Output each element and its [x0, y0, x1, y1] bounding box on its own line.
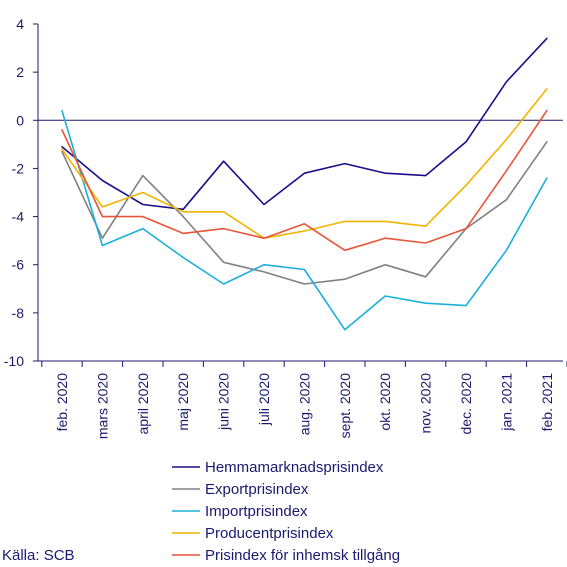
legend-label: Exportprisindex — [205, 481, 309, 498]
x-tick-label: sept. 2020 — [337, 373, 353, 439]
x-tick-label: april 2020 — [135, 373, 151, 435]
y-tick-label: -2 — [12, 160, 25, 176]
x-tick-label: okt. 2020 — [377, 373, 393, 431]
legend-label: Prisindex för inhemsk tillgång — [205, 547, 400, 564]
y-axis: 4 2 0 -2 -4 -6 -8 -10 — [4, 16, 563, 369]
series-line-4 — [61, 88, 548, 239]
series-line-3 — [61, 109, 548, 331]
legend: Hemmamarknadsprisindex Exportprisindex Imp… — [172, 459, 400, 564]
y-tick-label: 0 — [16, 112, 24, 128]
x-tick-label: feb. 2020 — [54, 373, 70, 432]
series-line-5 — [61, 109, 548, 252]
series-lines — [61, 37, 548, 331]
legend-label: Producentprisindex — [205, 525, 334, 542]
series-line-1 — [61, 37, 548, 211]
x-axis: feb. 2020 mars 2020 april 2020 maj 2020 juni… — [38, 360, 567, 439]
y-tick-label: 4 — [16, 16, 24, 32]
x-tick-label: maj 2020 — [175, 373, 191, 431]
source-note: Källa: SCB — [2, 547, 75, 564]
x-tick-label: feb. 2021 — [539, 373, 555, 432]
legend-label: Importprisindex — [205, 503, 308, 520]
legend-label: Hemmamarknadsprisindex — [205, 459, 384, 476]
y-tick-label: -4 — [12, 209, 25, 225]
series-line-2 — [61, 141, 548, 285]
x-tick-label: nov. 2020 — [418, 373, 434, 434]
x-tick-label: juli 2020 — [256, 373, 272, 426]
x-tick-label: mars 2020 — [94, 373, 110, 439]
x-tick-label: jan. 2021 — [498, 373, 514, 432]
y-tick-label: -8 — [12, 305, 25, 321]
x-tick-label: dec. 2020 — [458, 373, 474, 435]
x-tick-label: juni 2020 — [216, 373, 232, 431]
y-tick-label: -6 — [12, 257, 25, 273]
y-tick-label: 2 — [16, 64, 24, 80]
x-tick-label: aug. 2020 — [296, 373, 312, 435]
y-tick-label: -10 — [4, 353, 24, 369]
